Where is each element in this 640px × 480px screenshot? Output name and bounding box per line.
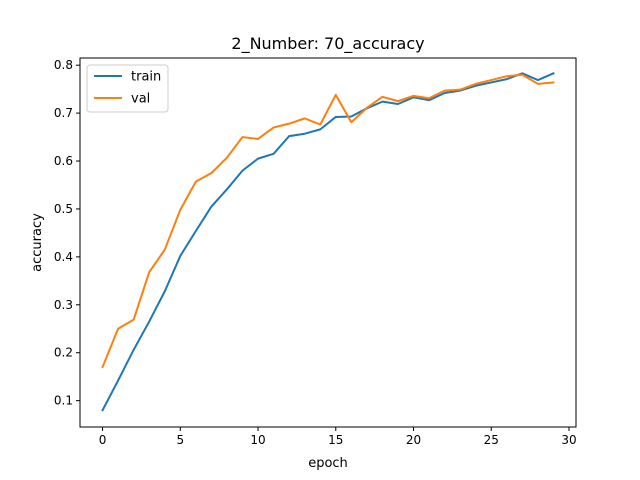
x-tick-label: 5	[176, 433, 184, 447]
x-tick-label: 20	[406, 433, 421, 447]
legend-label-train: train	[131, 70, 161, 85]
y-tick-label: 0.1	[54, 394, 73, 408]
x-tick-label: 30	[561, 433, 576, 447]
series-line-val	[101, 73, 555, 369]
legend: train val	[86, 64, 169, 113]
plot-frame	[79, 57, 577, 428]
series-line-train	[101, 72, 555, 412]
plot-lines	[101, 72, 555, 412]
x-tick-label: 10	[250, 433, 265, 447]
x-axis-label: epoch	[308, 456, 348, 471]
y-tick-label: 0.6	[54, 154, 73, 168]
legend-label-val: val	[131, 92, 150, 107]
y-tick-label: 0.2	[54, 346, 73, 360]
x-tick-label: 0	[99, 433, 107, 447]
x-tick-label: 15	[328, 433, 343, 447]
y-axis-label: accuracy	[30, 213, 45, 272]
y-tick-label: 0.4	[54, 250, 73, 264]
chart-title: 2_Number: 70_accuracy	[231, 34, 424, 54]
y-tick-label: 0.8	[54, 58, 73, 72]
y-tick-label: 0.3	[54, 298, 73, 312]
y-tick-label: 0.5	[54, 202, 73, 216]
x-tick-label: 25	[484, 433, 499, 447]
axis-ticks: 0 5 10 15 20 25 30 0.1 0.2 0.3 0.4 0.5 0.6 0.7 0.8	[54, 58, 577, 447]
y-tick-label: 0.7	[54, 106, 73, 120]
